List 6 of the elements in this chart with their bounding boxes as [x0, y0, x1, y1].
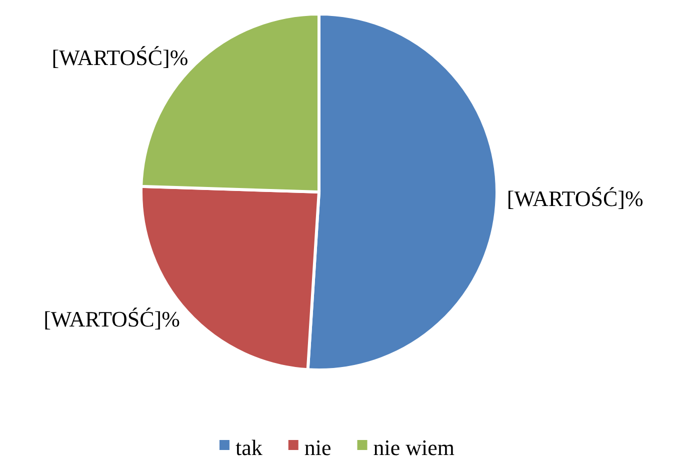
- data-label: [WARTOŚĆ]%: [44, 306, 180, 332]
- legend-label: nie wiem: [373, 435, 455, 460]
- legend-label: nie: [304, 435, 332, 460]
- data-label: [WARTOŚĆ]%: [506, 186, 644, 211]
- data-label: [WARTOŚĆ]%: [52, 44, 188, 70]
- legend-label: tak: [235, 435, 262, 460]
